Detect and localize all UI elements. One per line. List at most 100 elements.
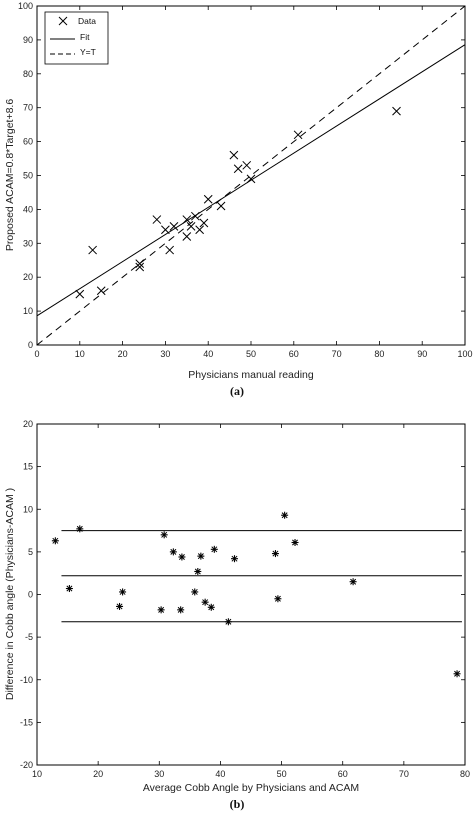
data-point-stroke: [211, 546, 218, 553]
panel-a-y-tick-label: 50: [23, 171, 33, 181]
data-point-stroke: [225, 618, 232, 625]
data-point-stroke: [229, 150, 239, 160]
data-point-star-marker: [178, 553, 186, 561]
data-point-x-marker: [152, 215, 162, 224]
data-point-x-marker: [182, 232, 192, 241]
data-point-x-marker: [233, 164, 243, 174]
data-point-star-marker: [210, 545, 218, 553]
legend-label-fit: Fit: [80, 32, 90, 42]
panel-a-label: (a): [230, 384, 244, 398]
data-point-star-marker: [169, 548, 177, 556]
data-point-x-marker: [75, 289, 85, 299]
data-point-stroke: [194, 568, 201, 575]
panel-a-y-tick-label: 30: [23, 238, 33, 248]
data-point-star-marker: [76, 525, 84, 533]
data-point-star-marker: [224, 618, 232, 626]
fit-line: [36, 44, 466, 317]
panel-b-y-tick-label: 5: [28, 547, 33, 557]
data-point-stroke: [66, 585, 73, 592]
data-point-x-marker: [242, 160, 252, 170]
panel-b-x-tick-label: 70: [399, 769, 409, 779]
panel-b-y-tick-label: -10: [20, 675, 33, 685]
panel-b-y-tick-label: 0: [28, 590, 33, 600]
data-point-star-marker: [197, 552, 205, 560]
data-point-stroke: [135, 262, 145, 272]
panel-a-chart: 0 10 20 30 40 50 60 70 80 90 100 0 10 20 30 40 50 60 70 80 9…: [4, 1, 473, 398]
data-point-stroke: [272, 550, 279, 557]
panel-b-y-tick-label: -5: [25, 632, 33, 642]
data-point-x-marker: [165, 245, 175, 255]
data-point-star-marker: [281, 511, 289, 519]
data-point-stroke: [392, 106, 401, 116]
panel-a-x-tick-label: 90: [417, 349, 427, 359]
data-point-stroke: [76, 525, 83, 532]
data-point-stroke: [203, 194, 213, 204]
data-point-stroke: [208, 604, 215, 611]
data-point-star-marker: [230, 555, 238, 563]
data-point-stroke: [52, 537, 59, 544]
data-point-stroke: [119, 588, 126, 595]
panel-a-y-tick-label: 100: [18, 1, 33, 11]
panel-a-x-tick-label: 10: [75, 349, 85, 359]
data-point-x-marker: [135, 262, 145, 272]
panel-a-x-axis-label: Physicians manual reading: [188, 369, 314, 381]
panel-b-x-tick-label: 80: [460, 769, 470, 779]
panel-a-y-tick-label: 10: [23, 306, 33, 316]
panel-a-y-axis-label: Proposed ACAM=0.8*Target+8.6: [4, 99, 16, 252]
data-point-stroke: [199, 218, 209, 228]
panel-a-x-tick-label: 20: [118, 349, 128, 359]
data-point-star-marker: [191, 588, 199, 596]
data-point-x-marker: [229, 150, 239, 160]
panel-a-y-tick-label: 60: [23, 137, 33, 147]
data-point-stroke: [169, 221, 179, 231]
panel-b-chart: 10 20 30 40 50 60 70 80 -20 -15 -10 -5 0 5 10 15 20 Aver…: [4, 419, 470, 811]
data-point-stroke: [88, 245, 97, 255]
data-point-stroke: [182, 232, 192, 241]
data-point-stroke: [165, 245, 175, 255]
panel-b-y-tick-label: 15: [23, 462, 33, 472]
panel-b-label: (b): [230, 797, 245, 811]
data-point-star-marker: [160, 531, 168, 539]
data-point-x-marker: [88, 245, 97, 255]
data-point-stroke: [242, 160, 252, 170]
data-point-stroke: [197, 553, 204, 560]
data-point-x-marker: [392, 106, 401, 116]
data-point-star-marker: [453, 670, 461, 678]
panel-b-x-tick-label: 40: [215, 769, 225, 779]
panel-b-y-tick-label: -20: [20, 760, 33, 770]
panel-b-x-tick-label: 20: [93, 769, 103, 779]
panel-a-y-tick-label: 20: [23, 272, 33, 282]
data-point-stroke: [158, 606, 165, 613]
panel-a-y-tick-label: 90: [23, 35, 33, 45]
panel-a-x-tick-label: 40: [203, 349, 213, 359]
data-point-star-marker: [271, 550, 279, 558]
panel-a-x-tick-label: 0: [34, 349, 39, 359]
data-point-star-marker: [349, 578, 357, 586]
data-point-x-marker: [96, 286, 106, 296]
data-point-stroke: [274, 595, 281, 602]
data-point-x-marker: [293, 130, 303, 140]
data-point-star-marker: [116, 602, 124, 610]
panel-a-y-tick-label: 40: [23, 204, 33, 214]
panel-a-x-tick-label: 60: [289, 349, 299, 359]
data-point-stroke: [161, 225, 170, 235]
panel-a-y-tick-label: 70: [23, 103, 33, 113]
panel-b-y-tick-label: 20: [23, 419, 33, 429]
data-point-star-marker: [65, 585, 73, 593]
panel-b-x-tick-label: 30: [154, 769, 164, 779]
data-point-stroke: [195, 225, 204, 235]
panel-a-x-tick-label: 80: [374, 349, 384, 359]
panel-a-y-tick-label: 80: [23, 69, 33, 79]
data-point-stroke: [96, 286, 106, 296]
data-point-x-marker: [169, 221, 179, 231]
data-point-stroke: [177, 606, 184, 613]
panel-b-x-axis-label: Average Cobb Angle by Physicians and ACA…: [143, 782, 359, 794]
panel-b-plot-area: [36, 423, 466, 766]
data-point-x-marker: [195, 225, 204, 235]
legend-label-yt: Y=T: [80, 47, 96, 57]
legend-label-data: Data: [78, 16, 96, 26]
data-point-x-marker: [216, 201, 226, 211]
legend-marker-data: [58, 16, 68, 26]
data-point-stroke: [186, 221, 196, 231]
